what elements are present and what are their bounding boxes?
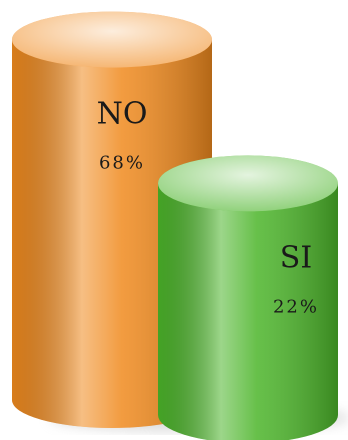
cylinder-top-highlight (158, 155, 338, 212)
value-label: 22% (273, 296, 319, 317)
category-label: NO (97, 97, 148, 132)
cylinder-shading (158, 183, 338, 440)
value-label: 68% (99, 153, 145, 174)
category-label: SI (280, 240, 312, 275)
cylinder-top-highlight (12, 11, 212, 68)
